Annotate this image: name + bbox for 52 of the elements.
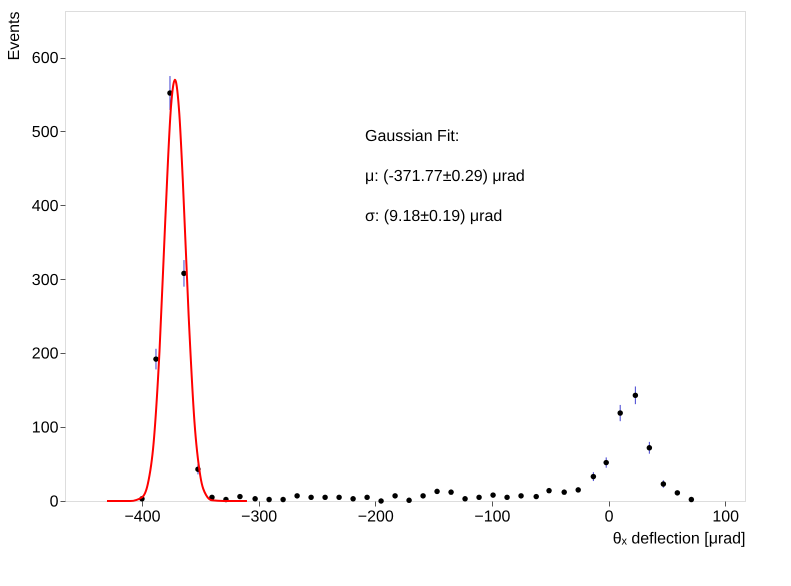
point bbox=[434, 488, 440, 494]
point bbox=[603, 460, 609, 466]
annotation: σ: (9.18±0.19) μrad bbox=[365, 208, 502, 225]
point bbox=[378, 498, 384, 504]
point bbox=[237, 494, 243, 500]
point bbox=[420, 493, 426, 499]
y-tick-label: 300 bbox=[32, 272, 59, 289]
x-tick-label: −200 bbox=[358, 508, 394, 526]
point bbox=[462, 496, 468, 502]
point bbox=[561, 489, 567, 495]
x-tick-label: −400 bbox=[124, 508, 161, 526]
point bbox=[476, 494, 482, 500]
point bbox=[308, 494, 314, 500]
x-axis-title: θₓ deflection [μrad] bbox=[612, 530, 746, 548]
point bbox=[546, 488, 552, 494]
y-tick-label: 500 bbox=[32, 124, 59, 141]
point bbox=[674, 490, 680, 496]
point bbox=[336, 494, 342, 500]
point bbox=[350, 496, 356, 502]
annotation: Gaussian Fit: bbox=[365, 128, 460, 145]
point bbox=[504, 494, 510, 500]
point bbox=[448, 489, 454, 495]
x-tick-label: 100 bbox=[712, 508, 740, 526]
point bbox=[266, 496, 272, 502]
point bbox=[364, 494, 370, 500]
point bbox=[632, 392, 638, 398]
point bbox=[406, 498, 412, 503]
point bbox=[294, 493, 300, 499]
point bbox=[490, 492, 496, 498]
point bbox=[646, 445, 652, 451]
y-tick-label: 0 bbox=[50, 494, 59, 510]
point bbox=[660, 481, 666, 487]
line-series bbox=[106, 78, 248, 502]
point bbox=[392, 493, 398, 499]
point bbox=[617, 410, 623, 416]
point bbox=[590, 474, 596, 480]
x-tick-label: −100 bbox=[474, 508, 511, 526]
y-axis-title: Events bbox=[6, 12, 23, 60]
point bbox=[322, 494, 328, 500]
y-tick-label: 200 bbox=[32, 346, 59, 363]
point bbox=[688, 496, 694, 502]
x-tick-label: 0 bbox=[604, 508, 614, 526]
y-tick-label: 100 bbox=[32, 420, 59, 437]
point bbox=[280, 496, 286, 502]
point bbox=[252, 496, 258, 502]
y-tick-label: 600 bbox=[32, 50, 59, 68]
y-tick-label: 400 bbox=[32, 198, 59, 215]
point bbox=[518, 493, 524, 499]
annotation: μ: (-371.77±0.29) μrad bbox=[365, 168, 525, 185]
point bbox=[575, 487, 581, 493]
point bbox=[533, 494, 539, 500]
x-tick-label: −300 bbox=[241, 508, 278, 526]
